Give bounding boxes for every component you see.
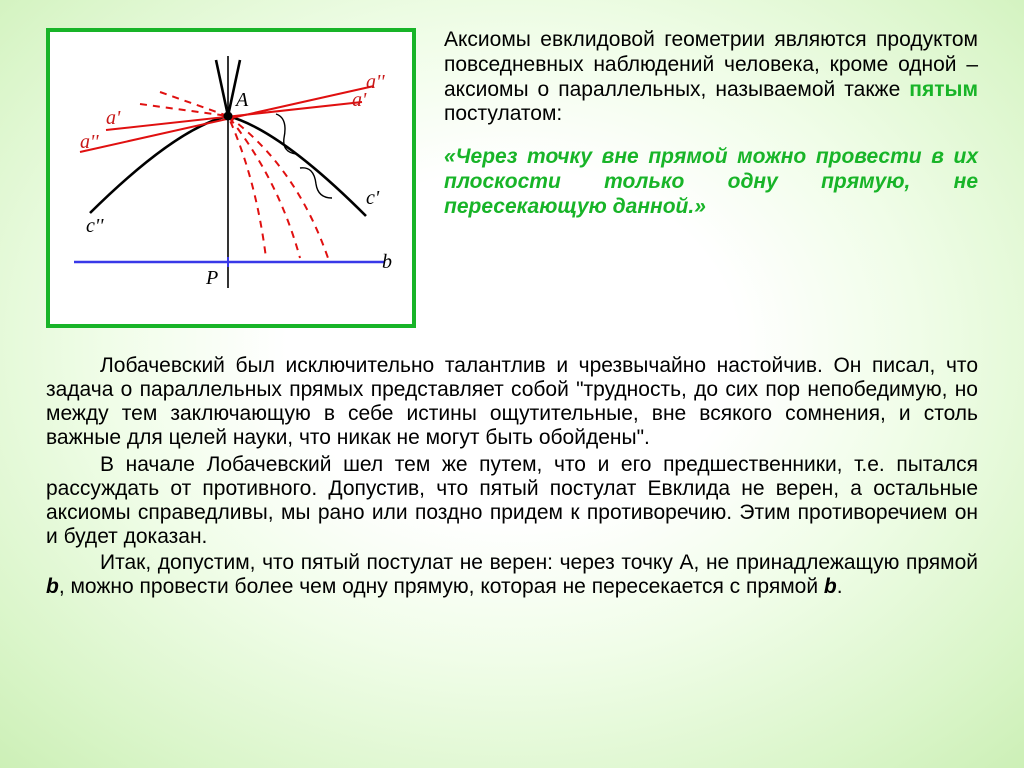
body-paragraph-3: Итак, допустим, что пятый постулат не ве… (46, 551, 978, 599)
svg-text:c'': c'' (86, 215, 104, 237)
intro-part-a: Аксиомы евклидовой геометрии являются пр… (444, 28, 978, 101)
intro-paragraph: Аксиомы евклидовой геометрии являются пр… (444, 28, 978, 127)
intro-part-b: постулатом: (444, 102, 562, 125)
diagram-frame: APba'a''a'a''c''c' (46, 28, 416, 328)
svg-text:c': c' (366, 187, 380, 209)
geometry-diagram: APba'a''a'a''c''c' (66, 48, 396, 308)
intro-accent-word: пятым (909, 78, 978, 101)
svg-text:A: A (234, 89, 249, 111)
svg-text:a': a' (352, 89, 367, 111)
body-paragraph-2: В начале Лобачевский шел тем же путем, ч… (46, 453, 978, 550)
svg-text:a'': a'' (80, 131, 99, 153)
intro-text-block: Аксиомы евклидовой геометрии являются пр… (444, 28, 978, 328)
postulate-quote: «Через точку вне прямой можно провести в… (444, 145, 978, 219)
svg-text:P: P (205, 267, 218, 289)
svg-text:b: b (382, 251, 392, 273)
body-text-block: Лобачевский был исключительно талантлив … (46, 354, 978, 599)
svg-text:a': a' (106, 107, 121, 129)
body-paragraph-1: Лобачевский был исключительно талантлив … (46, 354, 978, 451)
svg-text:a'': a'' (366, 71, 385, 93)
